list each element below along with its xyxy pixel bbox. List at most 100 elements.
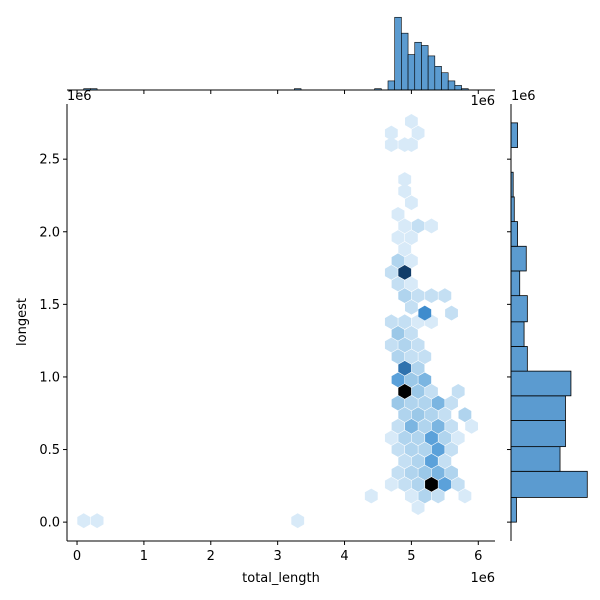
hexbin-cell (398, 476, 412, 492)
hexbin-layer (77, 114, 478, 529)
hexbin-cell (398, 172, 412, 187)
hexbin-cell (398, 183, 412, 199)
right-marginal-bar (510, 497, 517, 523)
hexbin-cell (451, 430, 465, 446)
top-marginal-bar (394, 16, 402, 91)
hexbin-cell (398, 241, 412, 257)
right-marginal-bar (510, 295, 528, 323)
right-marginal-bar (510, 321, 525, 347)
hexbin-cell (384, 125, 398, 141)
hexbin-cell (405, 325, 418, 341)
hexbin-cell (411, 337, 425, 353)
hexbin-cell (391, 206, 405, 222)
hexbin-cell (458, 488, 472, 504)
hexbin-cell (405, 253, 418, 269)
hexbin-cell (445, 465, 458, 481)
hexbin-cell (391, 465, 405, 481)
hexbin-cell (445, 418, 458, 434)
top-marginal-bar (387, 80, 395, 91)
hexbin-cell (411, 125, 425, 141)
hexbin-cell (398, 314, 412, 330)
hexbin-cell (465, 418, 478, 434)
hexbin-cell (451, 384, 465, 399)
right-marginal-bar (510, 221, 518, 247)
hexbin-cell (398, 430, 412, 446)
x-axis-label: total_length (242, 571, 320, 586)
hexbin-cell (405, 465, 418, 481)
right-marginal-bar (510, 395, 566, 421)
y-tick-label: 1.0 (39, 370, 60, 385)
hexbin-cell (405, 349, 418, 365)
x-tick-label: 5 (407, 549, 415, 564)
hexbin-cell (438, 430, 452, 446)
hexbin-cell (405, 276, 418, 292)
hexbin-cell (77, 513, 91, 529)
hexbin-cell (438, 476, 452, 492)
hexbin-cell (384, 476, 398, 492)
hexbin-cell (398, 360, 412, 376)
right-marginal-bar (510, 270, 521, 297)
hexbin-cell (391, 418, 405, 434)
hexbin-cell (438, 407, 452, 423)
hexbin-cell (411, 288, 425, 304)
y-tick-label: 2.0 (39, 225, 60, 240)
hexbin-cell (411, 218, 425, 234)
top-marginal-bar (447, 80, 456, 91)
hexbin-cell (418, 349, 432, 365)
hexbin-cell (425, 453, 438, 469)
hexbin-cell (458, 407, 472, 423)
hexbin-cell (398, 453, 412, 469)
hexbin-cell (391, 230, 405, 245)
y-tick-label: 0.0 (39, 516, 60, 531)
top-marginal-bar (427, 55, 436, 91)
hexbin-cell (405, 195, 418, 211)
hexbin-cell (445, 442, 458, 457)
hexbin-cell (431, 465, 445, 481)
x-tick-label: 1 (140, 549, 148, 564)
top-marginal-bar (407, 54, 416, 91)
right-marginal-bar (510, 446, 561, 472)
hexbin-cell (418, 395, 432, 411)
x-tick-label: 2 (207, 549, 215, 564)
hexbin-cell (391, 395, 405, 411)
hexbin-cell (411, 384, 425, 399)
hexbin-cell (398, 265, 412, 280)
hexbin-cell (445, 305, 458, 321)
hexbin-cell (418, 442, 432, 457)
top-marginal-bar (401, 32, 409, 91)
hexbin-cell (411, 430, 425, 446)
hexbin-cell (425, 218, 438, 234)
hexbin-cell (405, 418, 418, 434)
hexbin-cell (431, 488, 445, 504)
hexbin-cell (398, 337, 412, 353)
hexbin-cell (384, 314, 398, 330)
hexbin-cell (438, 453, 452, 469)
hexbin-cell (391, 349, 405, 365)
y-axis-label: longest (15, 298, 30, 346)
hexbin-cell (398, 384, 412, 399)
hexbin-cell (405, 442, 418, 457)
right-marginal-bar (510, 346, 528, 372)
hexbin-cell (384, 137, 398, 153)
hexbin-cell (431, 418, 445, 434)
hexbin-cell (411, 407, 425, 423)
hexbin-cell (405, 488, 418, 504)
hexbin-cell (391, 325, 405, 341)
hexbin-cell (411, 476, 425, 492)
hexbin-cell (445, 395, 458, 411)
top-marginal-bar (421, 45, 429, 91)
hexbin-cell (425, 407, 438, 423)
hexbin-cell (391, 253, 405, 269)
x-tick-label: 6 (474, 549, 482, 564)
hexbin-cell (405, 137, 418, 153)
hexbin-cell (411, 453, 425, 469)
hexbin-cell (384, 430, 398, 446)
y-tick-label: 1.5 (39, 298, 60, 313)
right-marginal-ticks (507, 158, 511, 523)
hexbin-cell (425, 476, 438, 492)
x-tick-label: 3 (274, 549, 282, 564)
top-marginal-bars (83, 16, 469, 91)
hexbin-cell (425, 384, 438, 399)
